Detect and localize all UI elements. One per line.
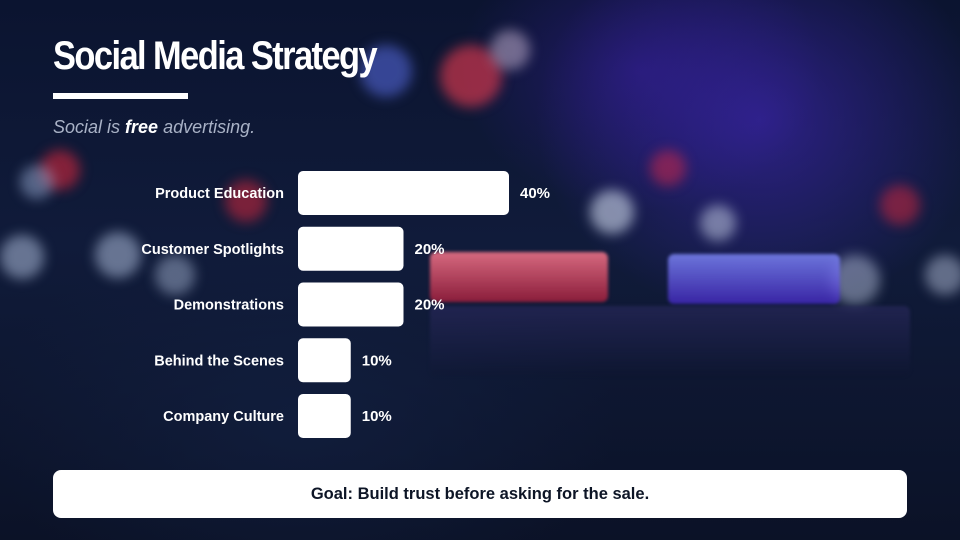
police-lightbar-red	[430, 252, 608, 302]
title-underline	[53, 93, 188, 99]
bar	[298, 171, 509, 215]
category-label: Customer Spotlights	[141, 242, 284, 258]
subtitle: Social is free advertising.	[53, 117, 255, 138]
bokeh-light	[590, 190, 634, 234]
police-lightbar-blue	[668, 254, 840, 304]
value-label: 20%	[415, 297, 445, 314]
category-label: Company Culture	[163, 409, 284, 425]
value-label: 10%	[362, 352, 392, 369]
category-label: Demonstrations	[174, 298, 284, 314]
bokeh-light	[95, 232, 141, 278]
bokeh-light	[880, 185, 920, 225]
page-title: Social Media Strategy	[53, 34, 378, 78]
bokeh-light	[20, 165, 54, 199]
bokeh-light	[40, 150, 80, 190]
category-label: Behind the Scenes	[154, 353, 284, 369]
subtitle-post: advertising.	[158, 117, 256, 137]
bokeh-light	[360, 45, 412, 97]
subtitle-emphasis: free	[125, 117, 159, 137]
bokeh-light	[650, 150, 686, 186]
value-label: 40%	[520, 185, 550, 202]
goal-text: Goal: Build trust before asking for the …	[310, 484, 650, 503]
bokeh-light	[155, 255, 195, 295]
subtitle-pre: Social is	[53, 117, 126, 137]
value-label: 20%	[415, 241, 445, 258]
value-label: 10%	[362, 408, 392, 425]
goal-banner: Goal: Build trust before asking for the …	[53, 470, 907, 518]
bar	[298, 338, 351, 383]
bokeh-light	[0, 235, 44, 279]
category-label: Product Education	[155, 186, 284, 202]
bokeh-light	[925, 255, 960, 295]
bar	[298, 226, 404, 271]
bokeh-light	[700, 205, 736, 241]
bokeh-light	[225, 180, 267, 222]
bar	[298, 282, 404, 327]
bokeh-light	[490, 30, 530, 70]
bar	[298, 394, 351, 438]
car-roof	[430, 306, 910, 376]
